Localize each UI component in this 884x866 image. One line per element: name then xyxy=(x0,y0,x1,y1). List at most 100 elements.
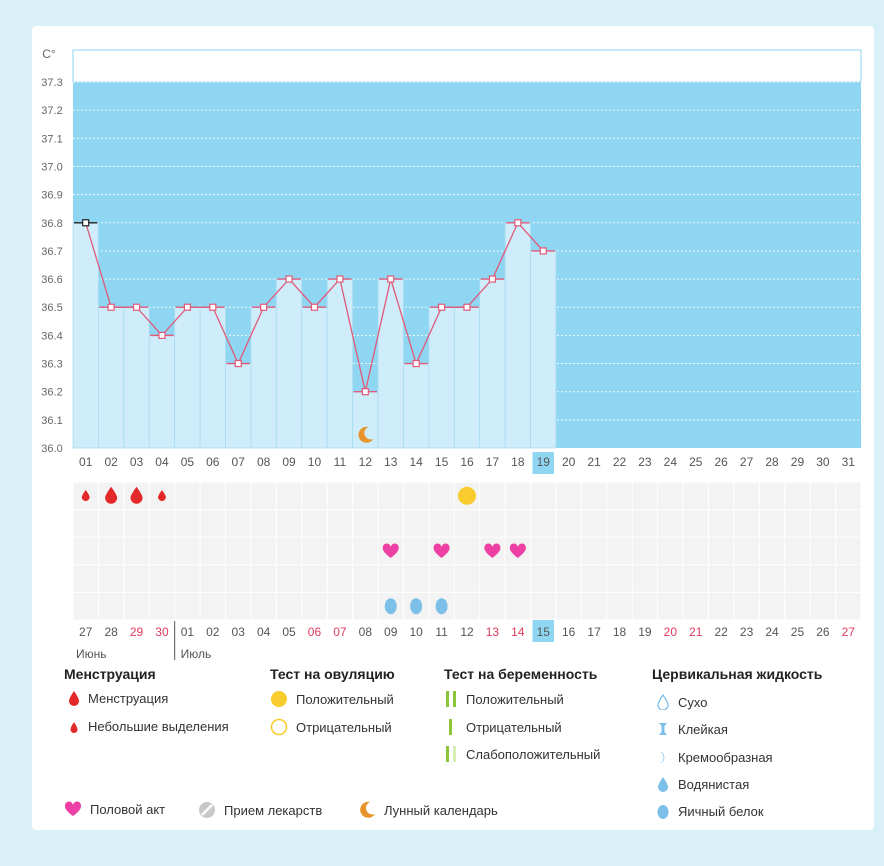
bbt-chart: C° 36.0 36.1 36.2 36.3 36.4 36.5 36.6 36.7 36.8 36… xyxy=(41,47,862,661)
temperature-bar xyxy=(148,334,176,449)
calendar-date-label: 20 xyxy=(664,625,678,639)
calendar-date-label: 15 xyxy=(537,625,551,639)
calendar-date-label: 09 xyxy=(384,625,398,639)
calendar-date-label: 23 xyxy=(740,625,754,639)
legend-pregnancy-weak: Слабоположительный xyxy=(444,745,600,763)
blood-drop-icon xyxy=(69,691,79,706)
heart-icon xyxy=(64,801,82,816)
cycle-day-label: 29 xyxy=(791,455,805,469)
temperature-bar xyxy=(479,278,506,449)
calendar-date-label: 14 xyxy=(511,625,525,639)
legend-pregnancy-weak-label: Слабоположительный xyxy=(466,746,601,762)
calendar-date-label: 11 xyxy=(435,625,448,639)
cycle-day-label: 12 xyxy=(359,455,373,469)
cycle-day-label: 23 xyxy=(638,455,652,469)
temperature-bar xyxy=(453,306,481,449)
temperature-bar xyxy=(98,306,125,449)
legend-cervical-eggwhite-label: Яичный белок xyxy=(678,803,764,819)
legend-cervical-watery: Водянистая xyxy=(656,776,749,792)
temperature-point xyxy=(463,303,471,311)
heart-icon xyxy=(509,543,526,558)
calendar-date-label: 21 xyxy=(689,625,703,639)
legend-cervical-eggwhite: Яичный белок xyxy=(656,803,764,819)
sticky-icon xyxy=(659,723,667,735)
calendar-date-label: 24 xyxy=(765,625,779,639)
legend-pregnancy-title: Тест на беременность xyxy=(444,666,598,682)
temperature-point xyxy=(260,303,268,311)
blood-drop-icon xyxy=(81,489,90,501)
legend-pregnancy-positive-label: Положительный xyxy=(466,691,564,707)
y-tick-label: 37.2 xyxy=(41,105,62,117)
temperature-bar xyxy=(301,306,328,449)
legend-menstruation-item: Менструация xyxy=(68,690,168,706)
y-tick-label: 36.1 xyxy=(41,415,62,427)
temperature-point xyxy=(82,219,90,227)
egg-white-icon xyxy=(384,598,397,615)
temperature-point xyxy=(539,247,547,255)
temperature-bar xyxy=(530,250,557,449)
temperature-point xyxy=(132,303,141,311)
chart-card: C° 36.0 36.1 36.2 36.3 36.4 36.5 36.6 36.7 36.8 36… xyxy=(32,26,874,830)
month-label: Июль xyxy=(181,647,212,661)
legend-ovulation-positive-label: Положительный xyxy=(296,691,394,707)
creamy-drop-icon xyxy=(660,752,665,763)
cycle-day-label: 17 xyxy=(486,455,500,469)
calendar-date-label: 02 xyxy=(206,625,220,639)
legend-cervical-watery-label: Водянистая xyxy=(678,776,750,792)
y-tick-label: 36.4 xyxy=(41,330,62,342)
cycle-day-label: 07 xyxy=(232,455,246,469)
one-line-icon xyxy=(449,719,452,735)
cycle-day-label: 15 xyxy=(435,455,449,469)
legend-cervical-creamy: Кремообразная xyxy=(656,749,773,765)
heart-icon xyxy=(382,543,399,558)
current-date-highlight xyxy=(532,620,554,642)
temperature-point xyxy=(514,219,522,227)
legend-intercourse-label: Половой акт xyxy=(90,801,166,817)
empty-circle-icon xyxy=(270,718,288,736)
ovulation-positive-icon xyxy=(458,486,476,505)
egg-white-icon xyxy=(435,598,448,615)
calendar-date-label: 28 xyxy=(104,625,118,639)
calendar-date-label: 18 xyxy=(613,625,627,639)
calendar-date-label: 22 xyxy=(715,625,729,639)
legend-cervical-dry-label: Сухо xyxy=(678,694,708,710)
cycle-day-label: 01 xyxy=(79,455,93,469)
temperature-point xyxy=(361,388,369,396)
blood-drop-icon xyxy=(105,486,118,504)
legend-pregnancy-negative-label: Отрицательный xyxy=(466,719,562,735)
temperature-point xyxy=(488,275,497,283)
temperature-bar xyxy=(199,306,226,449)
cycle-day-label: 06 xyxy=(206,455,220,469)
legend-cervical-creamy-label: Кремообразная xyxy=(678,749,773,765)
temperature-point xyxy=(234,359,242,368)
temperature-point xyxy=(412,359,420,368)
calendar-date-label: 04 xyxy=(257,625,271,639)
calendar-date-label: 17 xyxy=(587,625,601,639)
temperature-bar xyxy=(428,306,455,449)
y-tick-label: 36.7 xyxy=(41,246,62,258)
cycle-day-label: 28 xyxy=(765,455,779,469)
y-tick-label: 37.3 xyxy=(41,77,62,89)
y-tick-label: 36.2 xyxy=(41,387,62,399)
calendar-date-label: 01 xyxy=(181,625,195,639)
calendar-date-label: 10 xyxy=(409,625,423,639)
y-tick-label: 36.0 xyxy=(41,443,62,455)
calendar-date-label: 08 xyxy=(359,625,373,639)
cycle-day-label: 31 xyxy=(842,455,856,469)
cycle-day-label: 18 xyxy=(511,455,525,469)
legend-moon-label: Лунный календарь xyxy=(384,802,498,818)
legend-ovulation-negative-label: Отрицательный xyxy=(296,719,392,735)
y-tick-label: 36.5 xyxy=(41,302,62,314)
calendar-date-label: 19 xyxy=(638,625,652,639)
calendar-date-label: 27 xyxy=(79,625,93,639)
legend-menstruation-label: Менструация xyxy=(88,690,169,706)
calendar-date-label: 27 xyxy=(842,625,856,639)
temperature-bar xyxy=(326,278,354,449)
temperature-point xyxy=(158,331,166,339)
cycle-day-label: 03 xyxy=(130,455,144,469)
legend-light-bleeding-item: Небольшие выделения xyxy=(68,718,229,734)
y-tick-label: 37.1 xyxy=(41,133,62,145)
cycle-day-label: 22 xyxy=(613,455,627,469)
legend-cervical-sticky: Клейкая xyxy=(656,721,728,737)
calendar-date-label: 07 xyxy=(333,625,347,639)
